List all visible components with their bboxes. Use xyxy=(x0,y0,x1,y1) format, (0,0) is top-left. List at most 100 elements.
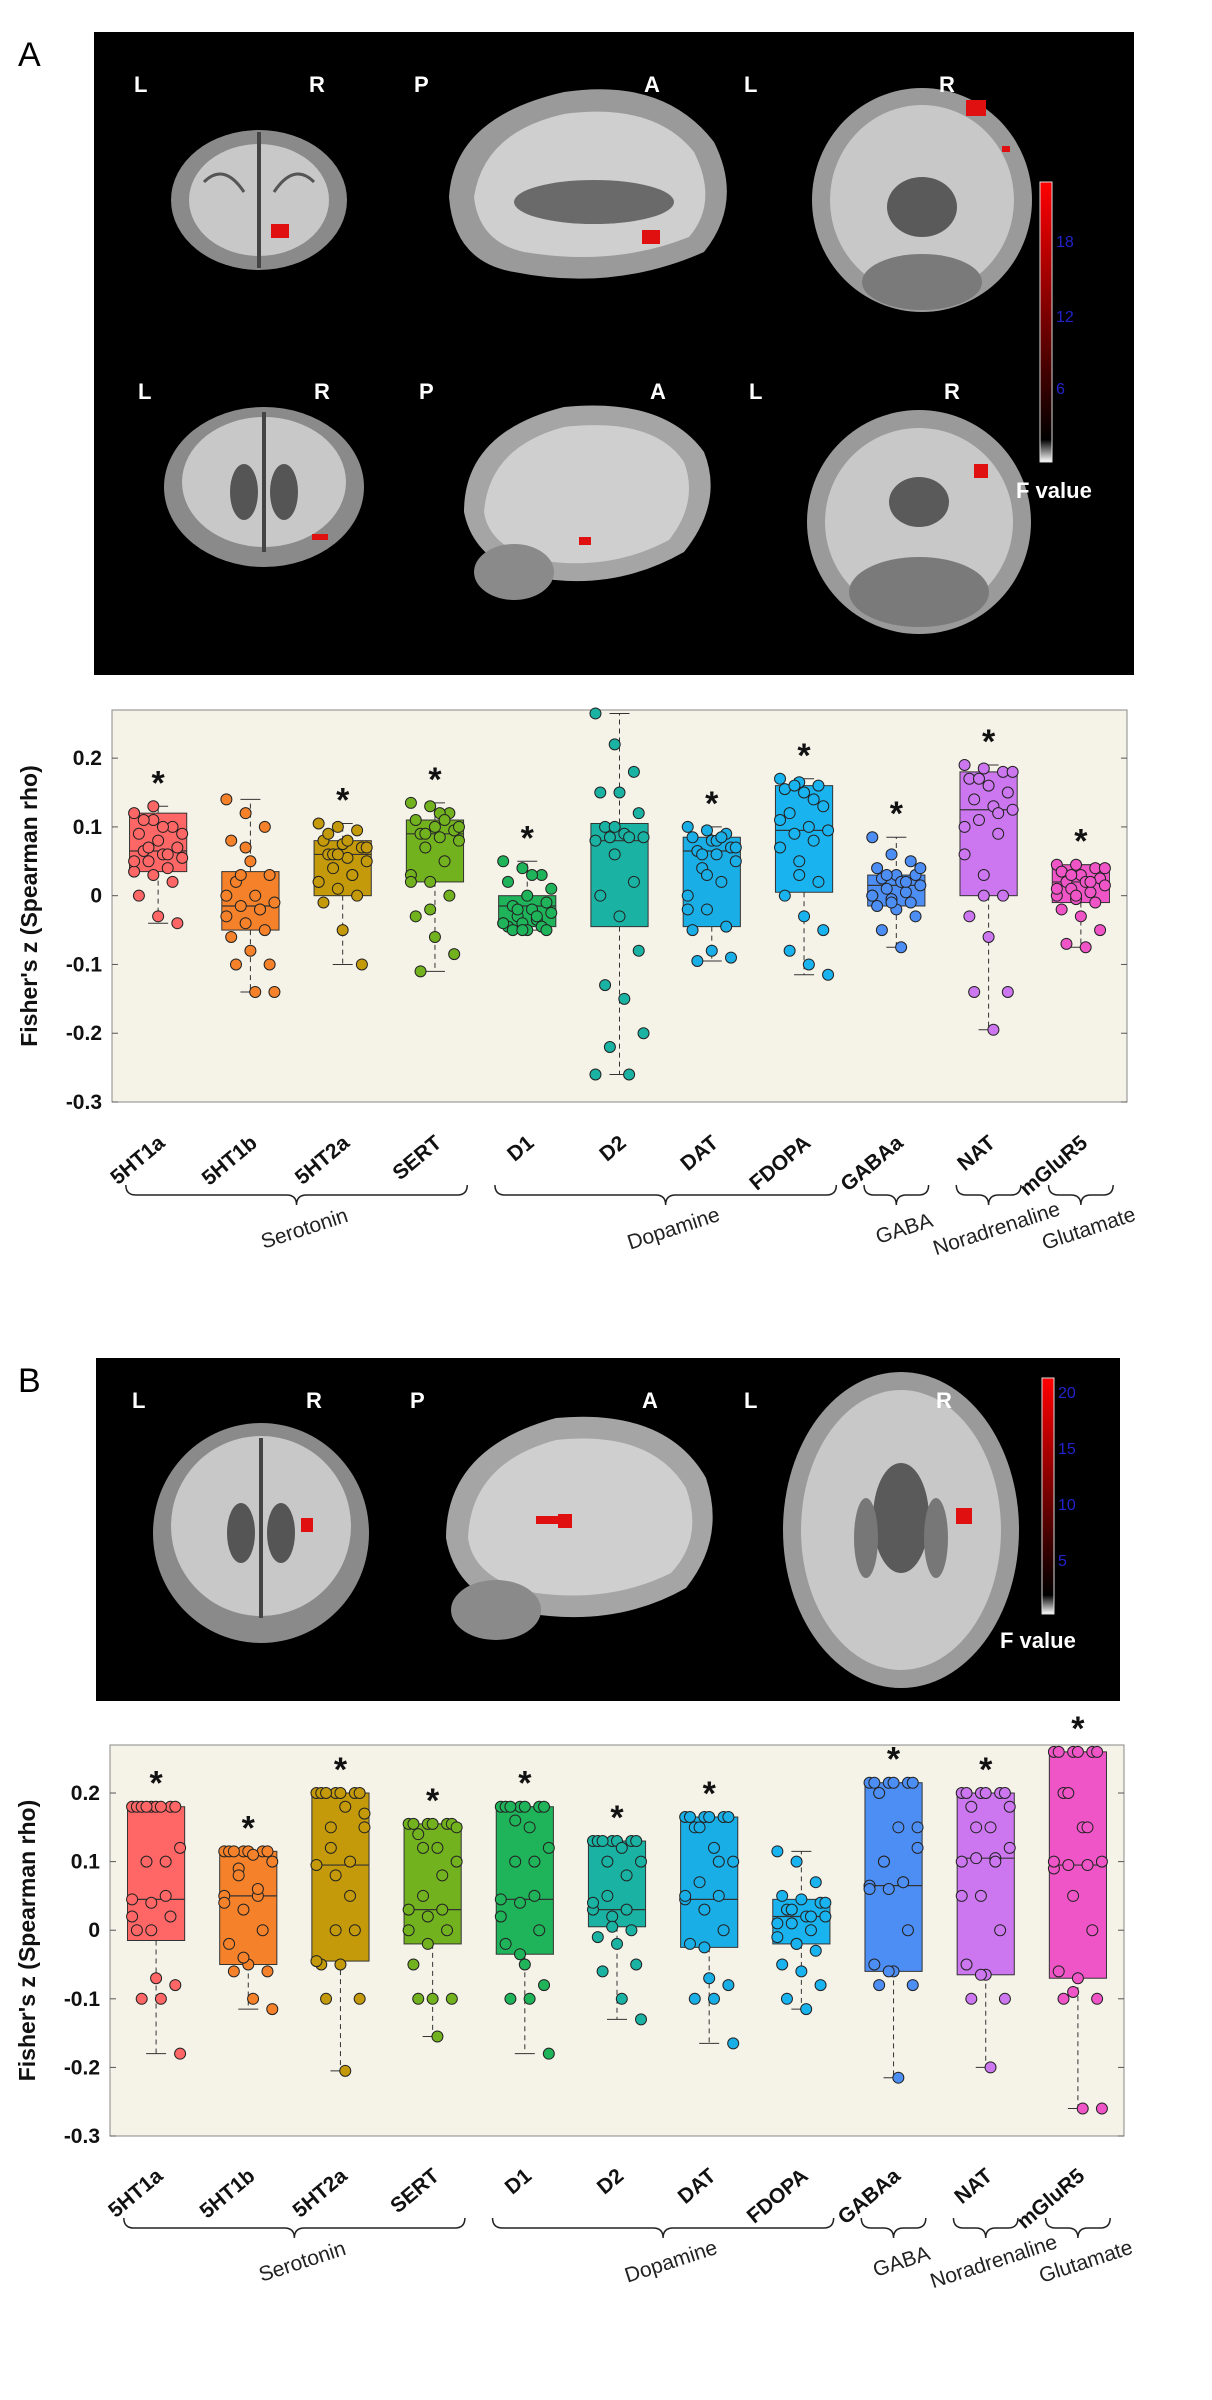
data-point xyxy=(322,848,335,861)
data-point xyxy=(681,889,694,902)
data-point xyxy=(358,1821,371,1834)
data-point xyxy=(904,896,917,909)
box-5HT2a: * xyxy=(312,781,373,971)
data-point xyxy=(1084,886,1097,899)
data-point xyxy=(164,1800,177,1813)
data-point xyxy=(516,917,529,930)
data-point xyxy=(785,1903,798,1916)
data-point xyxy=(630,1958,643,1971)
data-point xyxy=(705,944,718,957)
data-point xyxy=(322,827,335,840)
data-point xyxy=(538,1800,551,1813)
data-point xyxy=(958,759,971,772)
data-point xyxy=(790,1937,803,1950)
data-point xyxy=(147,800,160,813)
data-point xyxy=(812,875,825,888)
data-point xyxy=(346,869,359,882)
data-point xyxy=(176,827,189,840)
data-point xyxy=(974,1889,987,1902)
data-point xyxy=(156,820,169,833)
data-point xyxy=(514,1800,527,1813)
data-point xyxy=(516,862,529,875)
data-point xyxy=(320,1787,333,1800)
data-point xyxy=(404,869,417,882)
data-point xyxy=(128,865,141,878)
data-point xyxy=(530,910,543,923)
category-label: 5HT1a xyxy=(104,2164,167,2222)
data-point xyxy=(412,1828,425,1841)
data-point xyxy=(261,1965,274,1978)
data-point xyxy=(351,889,364,902)
significance-star: * xyxy=(426,1782,440,1820)
data-point xyxy=(965,1992,978,2005)
data-point xyxy=(521,924,534,937)
data-point xyxy=(227,1965,240,1978)
data-point xyxy=(693,1876,706,1889)
data-point xyxy=(890,869,903,882)
data-point xyxy=(506,900,519,912)
data-point xyxy=(247,1992,260,2005)
data-point xyxy=(608,738,621,751)
data-point xyxy=(868,1776,881,1789)
data-point xyxy=(1084,875,1097,888)
iqr-box xyxy=(313,840,372,897)
data-point xyxy=(132,827,145,840)
data-point xyxy=(310,1787,323,1800)
data-point xyxy=(545,906,558,919)
data-point xyxy=(310,1955,323,1968)
data-point xyxy=(428,820,441,833)
significance-star: * xyxy=(336,781,350,819)
colorbar-label: F value xyxy=(1016,478,1092,503)
data-point xyxy=(528,1855,541,1868)
data-point xyxy=(540,924,553,937)
category-label: 5HT2a xyxy=(289,2164,352,2222)
data-point xyxy=(327,862,340,875)
data-point xyxy=(822,824,835,837)
iqr-box xyxy=(495,1806,554,1955)
data-point xyxy=(717,1924,730,1937)
colorbar-tick: 10 xyxy=(1058,1497,1076,1514)
data-point xyxy=(807,793,820,806)
data-point xyxy=(715,831,728,844)
data-point xyxy=(1001,985,1014,998)
data-point xyxy=(419,827,432,840)
panel-b-label: B xyxy=(18,1362,41,1400)
significance-star: * xyxy=(152,764,166,802)
data-point xyxy=(161,862,174,875)
data-point xyxy=(514,1948,527,1961)
data-point xyxy=(703,1811,716,1824)
data-point xyxy=(877,1855,890,1868)
data-point xyxy=(703,1972,716,1985)
data-point xyxy=(705,834,718,847)
data-point xyxy=(615,1841,628,1854)
data-point xyxy=(603,1040,616,1053)
data-point xyxy=(242,1845,255,1858)
data-point xyxy=(452,834,465,847)
panel-a-brain-svg: L R P A L R L R P A L R 18 12 6 F value xyxy=(134,72,1092,634)
data-point xyxy=(1050,882,1063,895)
activation-blob xyxy=(579,537,591,545)
data-point xyxy=(218,1845,231,1858)
data-point xyxy=(150,1800,163,1813)
panel-b-brain-montage: L R P A L R 20 15 10 5 F value xyxy=(96,1358,1120,1701)
data-point xyxy=(266,2003,279,2016)
y-tick-label: 0 xyxy=(88,1919,100,1942)
chart-0: 0.2 0.1 0 -0.1 -0.2 -0.3 Fisher's z (Spearman … xyxy=(16,707,1138,1260)
data-point xyxy=(965,1800,978,1813)
data-point xyxy=(814,1979,827,1992)
data-point xyxy=(339,1800,352,1813)
activation-blob xyxy=(1002,146,1010,152)
data-point xyxy=(594,786,607,799)
data-point xyxy=(780,1903,793,1916)
data-point xyxy=(1076,2102,1089,2115)
brain-slice-coronal-b1 xyxy=(153,1423,369,1643)
data-point xyxy=(441,1817,454,1830)
data-point xyxy=(1081,1859,1094,1872)
data-point xyxy=(421,1910,434,1923)
data-point xyxy=(135,1800,148,1813)
data-point xyxy=(774,814,787,827)
data-point xyxy=(712,1889,725,1902)
data-point xyxy=(1079,875,1092,888)
significance-star: * xyxy=(982,723,996,761)
data-point xyxy=(885,896,898,909)
